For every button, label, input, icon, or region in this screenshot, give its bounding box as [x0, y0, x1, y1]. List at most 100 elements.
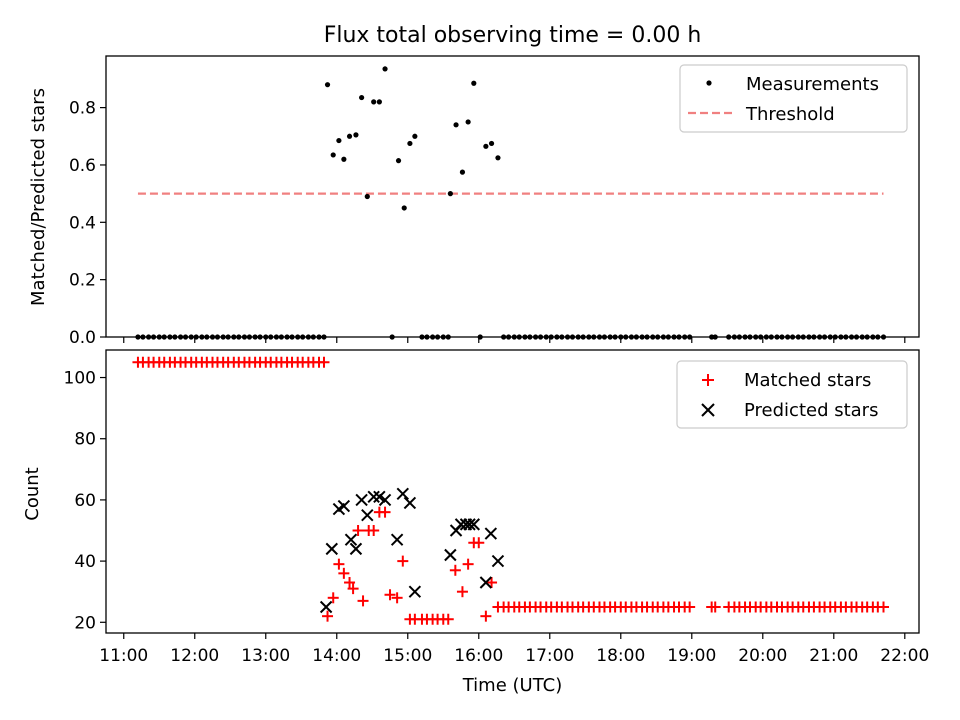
bottom-x-tick-label: 12:00 [170, 646, 219, 666]
measurement-point [278, 334, 284, 340]
measurement-point [376, 99, 382, 105]
measurement-point [440, 334, 446, 340]
matched-star-marker [347, 583, 359, 595]
measurement-point [838, 334, 844, 340]
counts-panel: 20 40 60 80 100 11:00 12:00 13:00 14:00 15:00 16:0… [64, 349, 929, 666]
measurement-point [459, 169, 466, 175]
measurement-point [795, 334, 801, 340]
measurement-point [395, 158, 402, 164]
measurement-point [295, 334, 301, 340]
matched-star-marker [486, 577, 498, 589]
predicted-star-marker [403, 496, 417, 510]
measurement-point [321, 334, 327, 340]
measurement-point [336, 137, 342, 144]
measurement-point [671, 334, 677, 340]
predicted-star-stroke-b [479, 576, 493, 589]
measurement-point [401, 205, 407, 211]
bottom-y-tick-label: 80 [74, 430, 96, 450]
measurement-point [569, 334, 576, 340]
matched-star-marker [357, 595, 369, 607]
measurement-point [483, 143, 489, 149]
measurement-point [816, 334, 823, 340]
measurement-point [407, 140, 413, 147]
top-y-axis-label: Matched/Predicted stars [28, 88, 49, 306]
predicted-star-stroke-b [373, 490, 386, 504]
predicted-star-marker [344, 533, 358, 546]
measurement-point [633, 334, 640, 340]
predicted-star-marker [408, 585, 422, 598]
matched-stars-legend-marker [702, 374, 714, 386]
bottom-x-tick-label: 22:00 [880, 646, 929, 666]
measurement-point [273, 334, 280, 340]
measurement-point [161, 334, 167, 340]
predicted-star-stroke-b [355, 493, 368, 507]
measurement-point [310, 334, 316, 340]
predicted-star-stroke-b [403, 496, 417, 510]
measurement-point [246, 334, 253, 340]
bottom-x-tick-label: 17:00 [525, 646, 574, 666]
measurement-point [364, 193, 370, 200]
predicted-star-stroke-b [390, 533, 404, 546]
measurement-point [712, 334, 718, 340]
predicted-star-stroke-b [344, 533, 358, 546]
predicted-star-marker [444, 548, 457, 562]
measurement-point [618, 334, 624, 340]
measurement-point [537, 334, 544, 340]
predicted-star-stroke-b [378, 493, 392, 507]
top-legend-box [679, 64, 908, 133]
measurement-point [596, 334, 603, 340]
measurement-point [742, 334, 748, 340]
matched-star-marker [397, 555, 409, 567]
measurement-point [580, 334, 586, 340]
predicted-star-stroke-b [361, 509, 374, 522]
measurement-point [875, 334, 881, 340]
measurement-point [447, 191, 453, 197]
measurement-point [564, 334, 571, 340]
measurement-point [225, 334, 231, 340]
predicted-star-stroke-b [484, 527, 498, 540]
bottom-x-tick-label: 21:00 [809, 646, 858, 666]
measurement-point [495, 155, 501, 161]
measurement-point [753, 334, 759, 340]
measurement-point [650, 334, 656, 340]
measurement-point [156, 334, 162, 340]
measurement-point [758, 334, 764, 340]
matched-star-marker [338, 567, 350, 579]
matched-star-marker [456, 586, 468, 598]
measurement-point [527, 334, 533, 340]
predicted-star-marker [467, 518, 481, 531]
measurement-point [263, 334, 269, 340]
top-y-tick-label: 0.8 [69, 99, 96, 119]
measurement-point [430, 334, 436, 340]
predicted-star-stroke-b [367, 490, 380, 504]
measurement-point [548, 334, 554, 340]
predicted-star-stroke-b [325, 542, 339, 556]
measurement-point [359, 94, 365, 101]
measurement-point [601, 334, 608, 340]
matched-star-marker [322, 610, 334, 622]
predicted-star-stroke-b [408, 585, 422, 598]
bottom-x-tick-label: 13:00 [241, 646, 290, 666]
measurement-point [559, 334, 565, 340]
measurement-point [182, 334, 189, 340]
bottom-x-tick-label: 20:00 [738, 646, 787, 666]
matched-star-marker [333, 558, 345, 570]
predicted-star-marker [484, 527, 498, 540]
matched-star-marker [327, 592, 339, 604]
measurement-point [790, 334, 796, 340]
predicted-star-stroke-b [491, 554, 505, 568]
matched-star-marker [480, 610, 492, 622]
matched-star-marker [684, 601, 696, 613]
measurement-point [522, 334, 528, 340]
bottom-y-tick-label: 100 [64, 369, 96, 389]
measurement-point [220, 334, 226, 340]
measurement-point [731, 334, 737, 340]
measurement-point [434, 334, 441, 340]
measurement-point [389, 334, 395, 340]
measurements-legend-marker [706, 80, 712, 86]
measurement-point [586, 334, 592, 340]
measurement-point [193, 334, 199, 340]
matched-star-marker [368, 525, 380, 537]
predicted-star-marker [337, 499, 351, 513]
